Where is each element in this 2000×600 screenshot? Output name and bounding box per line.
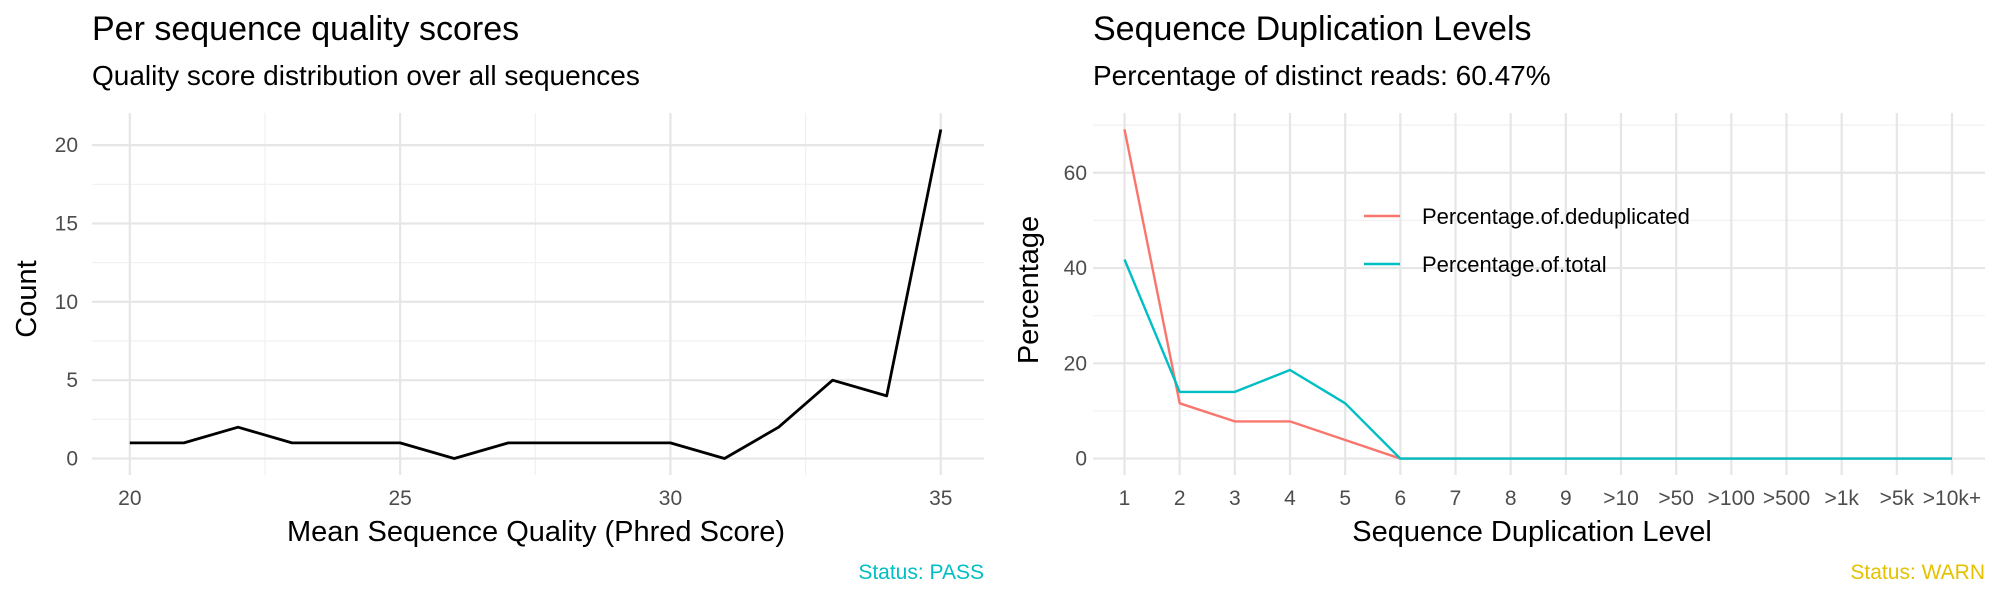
quality-chart-y-axis-title: Count xyxy=(11,260,43,337)
x-tick-label: 2 xyxy=(1174,487,1186,510)
duplication-chart-y-axis-title: Percentage xyxy=(1013,216,1045,364)
x-tick-label: 6 xyxy=(1394,487,1406,510)
y-tick-label: 40 xyxy=(1064,257,1087,280)
x-tick-label: >10k+ xyxy=(1923,487,1981,510)
duplication-chart-y-ticks: 0 20 40 60 xyxy=(1064,162,1087,471)
x-tick-label: 5 xyxy=(1339,487,1351,510)
x-tick-label: 7 xyxy=(1450,487,1462,510)
y-tick-label: 0 xyxy=(1075,448,1087,471)
quality-chart-panel: Per sequence quality scores Quality scor… xyxy=(11,10,984,584)
x-tick-label: 20 xyxy=(118,487,141,510)
series-line xyxy=(1123,259,1952,460)
x-tick-label: 3 xyxy=(1229,487,1241,510)
legend-label: Percentage.of.deduplicated xyxy=(1422,204,1690,229)
quality-chart-lines xyxy=(129,129,943,460)
y-tick-label: 60 xyxy=(1064,162,1087,185)
x-tick-label: >5k xyxy=(1880,487,1915,510)
x-tick-label: >500 xyxy=(1763,487,1810,510)
quality-chart-grid xyxy=(92,113,984,475)
x-tick-label: 30 xyxy=(659,487,682,510)
y-tick-label: 5 xyxy=(66,369,78,392)
duplication-chart-grid xyxy=(1093,113,1985,475)
x-tick-label: >1k xyxy=(1824,487,1859,510)
x-tick-label: 1 xyxy=(1119,487,1131,510)
quality-chart-title: Per sequence quality scores xyxy=(92,10,519,48)
quality-chart-x-axis-title: Mean Sequence Quality (Phred Score) xyxy=(287,516,785,548)
x-tick-label: >100 xyxy=(1708,487,1755,510)
legend-label: Percentage.of.total xyxy=(1422,252,1607,277)
quality-chart-subtitle: Quality score distribution over all sequ… xyxy=(92,60,640,91)
duplication-chart-x-axis-title: Sequence Duplication Level xyxy=(1352,516,1712,548)
x-tick-label: >10 xyxy=(1603,487,1639,510)
x-tick-label: >50 xyxy=(1658,487,1694,510)
x-tick-label: 25 xyxy=(388,487,411,510)
duplication-chart-lines xyxy=(1123,129,1952,460)
x-tick-label: 4 xyxy=(1284,487,1296,510)
x-tick-label: 8 xyxy=(1505,487,1517,510)
y-tick-label: 20 xyxy=(1064,352,1087,375)
duplication-status-label: Status: WARN xyxy=(1850,561,1985,584)
quality-chart-x-ticks: 20 25 30 35 xyxy=(118,487,952,510)
quality-status-label: Status: PASS xyxy=(858,561,984,584)
y-tick-label: 10 xyxy=(55,291,78,314)
duplication-chart-x-ticks: 1 2 3 4 5 6 7 8 9 >10 >50 >100 >500 >1k >5k >10k+ xyxy=(1119,487,1982,510)
series-line xyxy=(1123,129,1952,460)
duplication-chart-panel: Sequence Duplication Levels Percentage o… xyxy=(1013,10,1985,584)
quality-chart-y-ticks: 0 5 10 15 20 xyxy=(55,134,78,470)
y-tick-label: 20 xyxy=(55,134,78,157)
duplication-chart-legend: Percentage.of.deduplicated Percentage.of.… xyxy=(1364,204,1690,277)
x-tick-label: 9 xyxy=(1560,487,1572,510)
y-tick-label: 15 xyxy=(55,212,78,235)
duplication-chart-title: Sequence Duplication Levels xyxy=(1093,10,1532,48)
y-tick-label: 0 xyxy=(66,448,78,471)
x-tick-label: 35 xyxy=(929,487,952,510)
duplication-chart-subtitle: Percentage of distinct reads: 60.47% xyxy=(1093,60,1551,91)
quality-count-line xyxy=(129,129,943,460)
